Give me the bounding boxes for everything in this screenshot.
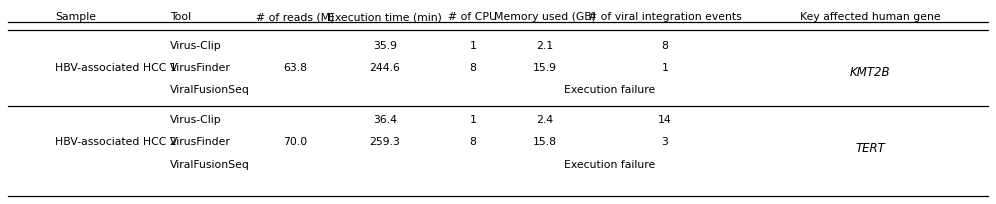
Text: ViralFusionSeq: ViralFusionSeq <box>170 160 250 170</box>
Text: KMT2B: KMT2B <box>850 65 890 79</box>
Text: VirusFinder: VirusFinder <box>170 63 231 73</box>
Text: 70.0: 70.0 <box>283 137 307 147</box>
Text: Execution time (min): Execution time (min) <box>328 12 442 22</box>
Text: 8: 8 <box>469 63 476 73</box>
Text: 2.1: 2.1 <box>537 41 554 51</box>
Text: HBV-associated HCC 2: HBV-associated HCC 2 <box>55 137 176 147</box>
Text: 35.9: 35.9 <box>373 41 397 51</box>
Text: 15.9: 15.9 <box>533 63 557 73</box>
Text: Execution failure: Execution failure <box>565 85 655 95</box>
Text: 15.8: 15.8 <box>533 137 557 147</box>
Text: # of reads (M): # of reads (M) <box>256 12 335 22</box>
Text: ViralFusionSeq: ViralFusionSeq <box>170 85 250 95</box>
Text: Memory used (GB): Memory used (GB) <box>494 12 596 22</box>
Text: 8: 8 <box>469 137 476 147</box>
Text: Execution failure: Execution failure <box>565 160 655 170</box>
Text: 63.8: 63.8 <box>283 63 307 73</box>
Text: 8: 8 <box>661 41 668 51</box>
Text: Sample: Sample <box>55 12 96 22</box>
Text: 36.4: 36.4 <box>373 115 397 125</box>
Text: 1: 1 <box>469 41 476 51</box>
Text: TERT: TERT <box>856 142 884 154</box>
Text: # of viral integration events: # of viral integration events <box>588 12 742 22</box>
Text: 1: 1 <box>469 115 476 125</box>
Text: 2.4: 2.4 <box>537 115 554 125</box>
Text: 14: 14 <box>658 115 672 125</box>
Text: Key affected human gene: Key affected human gene <box>800 12 940 22</box>
Text: 259.3: 259.3 <box>370 137 400 147</box>
Text: 3: 3 <box>661 137 668 147</box>
Text: 1: 1 <box>661 63 668 73</box>
Text: Tool: Tool <box>170 12 191 22</box>
Text: HBV-associated HCC 1: HBV-associated HCC 1 <box>55 63 176 73</box>
Text: 244.6: 244.6 <box>370 63 400 73</box>
Text: Virus-Clip: Virus-Clip <box>170 115 222 125</box>
Text: # of CPU: # of CPU <box>448 12 497 22</box>
Text: VirusFinder: VirusFinder <box>170 137 231 147</box>
Text: Virus-Clip: Virus-Clip <box>170 41 222 51</box>
